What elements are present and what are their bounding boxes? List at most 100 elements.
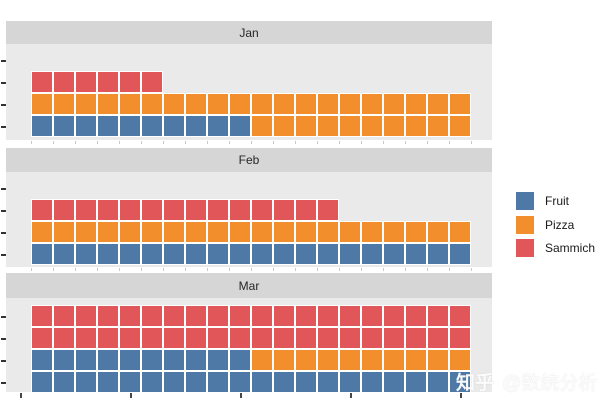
waffle-cell-sammich [75, 199, 97, 221]
x-axis-tick-minor [31, 268, 32, 271]
waffle-cell-fruit [185, 349, 207, 371]
waffle-cell-empty [251, 177, 273, 199]
waffle-cell-sammich [251, 327, 273, 349]
waffle-cell-fruit [75, 243, 97, 265]
legend-swatch-pizza [516, 215, 534, 234]
waffle-cell-pizza [317, 221, 339, 243]
legend: Fruit Pizza Sammich [516, 192, 595, 257]
waffle-cell-fruit [119, 243, 141, 265]
waffle-cell-fruit [119, 349, 141, 371]
waffle-cell-pizza [207, 221, 229, 243]
waffle-cell-fruit [207, 371, 229, 393]
waffle-cell-pizza [251, 93, 273, 115]
waffle-cell-empty [361, 71, 383, 93]
x-axis-tick-minor [163, 141, 164, 144]
waffle-cell-empty [53, 177, 75, 199]
waffle-cell-pizza [207, 93, 229, 115]
x-axis-tick-minor [273, 141, 274, 144]
waffle-cell-empty [207, 71, 229, 93]
waffle-cell-sammich [75, 305, 97, 327]
waffle-cell-empty [185, 71, 207, 93]
waffle-cell-empty [383, 49, 405, 71]
waffle-cell-sammich [405, 305, 427, 327]
x-axis-tick-minor [339, 268, 340, 271]
waffle-cell-sammich [163, 199, 185, 221]
waffle-cell-sammich [31, 305, 53, 327]
waffle-cell-pizza [251, 115, 273, 137]
waffle-cell-sammich [119, 327, 141, 349]
waffle-cell-fruit [163, 371, 185, 393]
waffle-cell-empty [383, 199, 405, 221]
waffle-cell-pizza [427, 349, 449, 371]
waffle-cell-pizza [31, 221, 53, 243]
waffle-cell-fruit [229, 349, 251, 371]
x-axis-tick-minor [75, 141, 76, 144]
x-axis-tick-minor [317, 268, 318, 271]
waffle-cell-fruit [119, 115, 141, 137]
facet-panel-feb [1, 172, 492, 271]
waffle-cell-pizza [361, 349, 383, 371]
watermark: 知乎 @数统分析 [456, 368, 597, 395]
x-axis-tick-minor [405, 141, 406, 144]
waffle-cell-sammich [53, 305, 75, 327]
waffle-cell-empty [53, 49, 75, 71]
waffle-cell-pizza [449, 93, 471, 115]
y-axis-tick [1, 316, 6, 318]
waffle-cell-pizza [75, 221, 97, 243]
waffle-cell-fruit [427, 243, 449, 265]
waffle-cell-empty [97, 177, 119, 199]
waffle-cell-fruit [75, 349, 97, 371]
facet-panel-jan [1, 44, 492, 144]
waffle-cell-sammich [449, 305, 471, 327]
waffle-cell-sammich [141, 327, 163, 349]
waffle-cell-empty [339, 199, 361, 221]
waffle-cell-pizza [405, 115, 427, 137]
waffle-cell-empty [449, 71, 471, 93]
x-axis-tick-minor [471, 268, 472, 271]
waffle-cell-pizza [427, 221, 449, 243]
waffle-cell-fruit [97, 349, 119, 371]
waffle-cell-empty [75, 177, 97, 199]
waffle-cell-fruit [31, 349, 53, 371]
waffle-cell-empty [317, 71, 339, 93]
waffle-cell-sammich [141, 305, 163, 327]
waffle-cell-fruit [141, 115, 163, 137]
waffle-cell-pizza [141, 93, 163, 115]
waffle-cell-empty [427, 71, 449, 93]
waffle-cell-pizza [427, 93, 449, 115]
waffle-cell-fruit [251, 371, 273, 393]
waffle-cell-fruit [317, 371, 339, 393]
waffle-cell-fruit [119, 371, 141, 393]
facet-title-feb: Feb [238, 153, 260, 167]
waffle-cell-fruit [185, 243, 207, 265]
x-axis-tick-minor [141, 268, 142, 271]
waffle-cell-sammich [53, 71, 75, 93]
waffle-cell-pizza [295, 93, 317, 115]
waffle-cell-pizza [449, 221, 471, 243]
waffle-cell-pizza [361, 221, 383, 243]
waffle-cell-sammich [185, 199, 207, 221]
waffle-cell-empty [449, 177, 471, 199]
x-axis-tick-minor [207, 141, 208, 144]
waffle-cell-sammich [31, 199, 53, 221]
y-axis-tick [1, 360, 6, 362]
waffle-cell-empty [405, 199, 427, 221]
waffle-cell-pizza [383, 115, 405, 137]
x-axis-tick-minor [361, 141, 362, 144]
waffle-cell-empty [141, 177, 163, 199]
waffle-cell-empty [383, 177, 405, 199]
x-axis-tick-minor [471, 141, 472, 144]
waffle-cell-sammich [317, 199, 339, 221]
waffle-cell-pizza [295, 115, 317, 137]
waffle-cell-fruit [339, 371, 361, 393]
waffle-cell-empty [207, 49, 229, 71]
waffle-cell-pizza [185, 221, 207, 243]
waffle-cell-fruit [295, 371, 317, 393]
x-axis-tick-minor [383, 141, 384, 144]
x-axis-tick-minor [251, 141, 252, 144]
waffle-cell-sammich [229, 327, 251, 349]
waffle-cell-fruit [229, 371, 251, 393]
x-axis-tick-minor [97, 268, 98, 271]
waffle-cell-fruit [163, 349, 185, 371]
x-axis-tick-minor [75, 268, 76, 271]
